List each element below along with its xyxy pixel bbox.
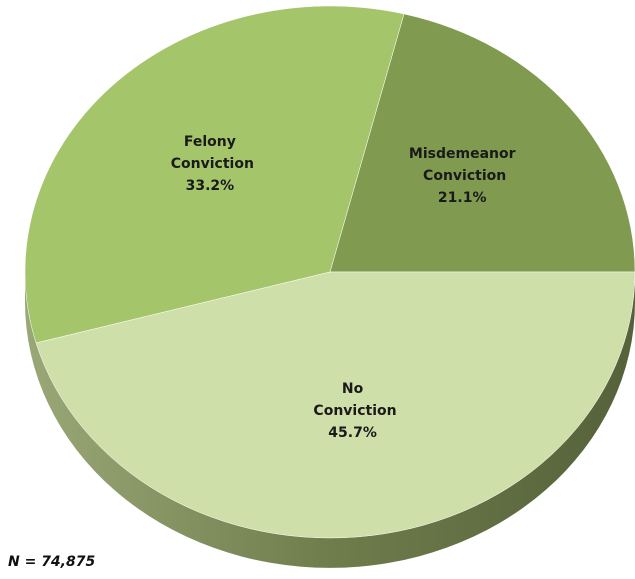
slice-value-label: 21.1% bbox=[438, 190, 487, 206]
slice-label: Misdemeanor Conviction bbox=[409, 146, 516, 184]
slice-value-label: 33.2% bbox=[186, 178, 235, 194]
sample-size-note: N = 74,875 bbox=[8, 554, 95, 570]
slice-value-label: 45.7% bbox=[328, 425, 377, 441]
pie-slice bbox=[24, 5, 405, 344]
slice-label: Felony Conviction bbox=[166, 134, 254, 172]
slice-label: No Conviction bbox=[309, 381, 397, 419]
pie-slice bbox=[35, 271, 635, 539]
pie-slice bbox=[329, 13, 635, 273]
pie: Misdemeanor Conviction 21.1% Felony Convic… bbox=[24, 5, 635, 568]
